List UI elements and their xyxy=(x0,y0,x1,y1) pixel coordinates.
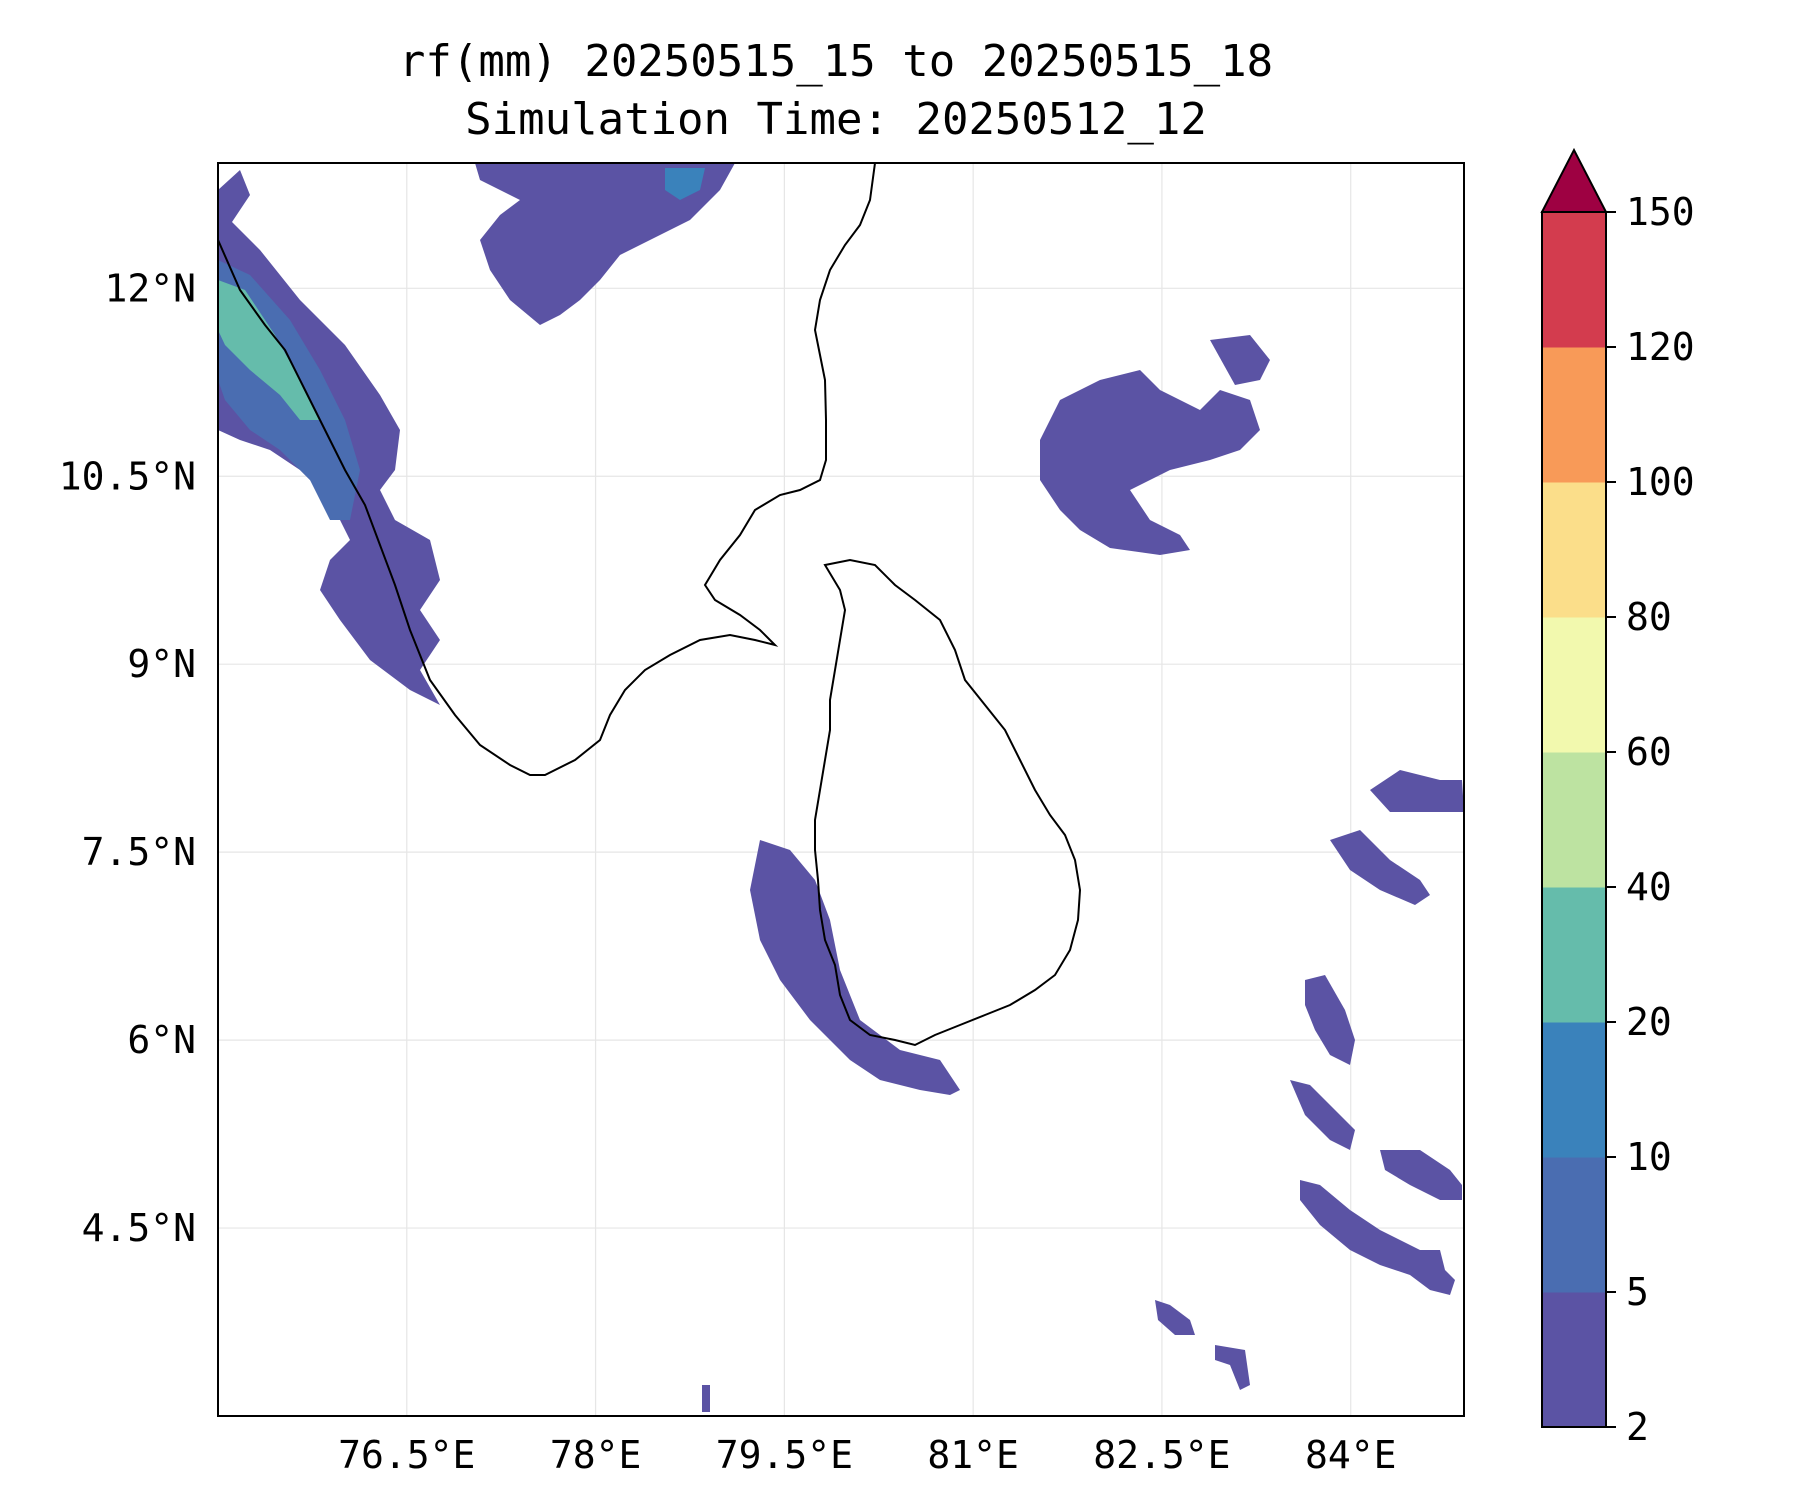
rain-area-northeast xyxy=(1040,370,1260,555)
rain-area-northeast-2 xyxy=(1210,335,1270,385)
map-panel: 76.5°E 78°E 79.5°E 81°E 82.5°E 84°E 12°N 10.5°… xyxy=(59,162,1465,1477)
lat-tick-label: 6°N xyxy=(127,1018,196,1062)
rain-area-south-3 xyxy=(702,1385,710,1412)
colorbar-segment xyxy=(1542,1292,1606,1428)
lat-tick-label: 9°N xyxy=(127,642,196,686)
colorbar-tick-label: 40 xyxy=(1626,865,1672,909)
coastline xyxy=(217,162,1082,1047)
colorbar-segment xyxy=(1542,752,1606,888)
rain-area-south-2 xyxy=(1215,1345,1250,1390)
longitude-ticks: 76.5°E 78°E 79.5°E 81°E 82.5°E 84°E xyxy=(338,1433,1396,1477)
colorbar-segment xyxy=(1542,617,1606,753)
lon-tick-label: 84°E xyxy=(1305,1433,1397,1477)
colorbar-segment xyxy=(1542,482,1606,618)
rainfall-contours xyxy=(218,163,1464,1412)
lat-tick-label: 4.5°N xyxy=(82,1206,196,1250)
colorbar-segment xyxy=(1542,347,1606,483)
colorbar-tick-label: 10 xyxy=(1626,1135,1672,1179)
rain-area-east-5 xyxy=(1380,1150,1462,1200)
lat-tick-label: 12°N xyxy=(104,266,196,310)
title-line-1: rf(mm) 20250515_15 to 20250515_18 xyxy=(399,36,1273,87)
colorbar-segment xyxy=(1542,1157,1606,1293)
lon-tick-label: 78°E xyxy=(550,1433,642,1477)
rain-area-southeast xyxy=(1300,1180,1455,1295)
colorbar-tick-label: 5 xyxy=(1626,1270,1649,1314)
lon-tick-label: 81°E xyxy=(927,1433,1019,1477)
rain-area-east-4 xyxy=(1290,1080,1355,1150)
colorbar-tick-label: 60 xyxy=(1626,730,1672,774)
rain-area-west-srilanka xyxy=(750,840,960,1095)
map-frame xyxy=(217,162,1465,1417)
colorbar-tick-label: 80 xyxy=(1626,595,1672,639)
colorbar: 2 5 10 20 40 60 80 100 120 150 xyxy=(1540,147,1695,1449)
colorbar-tick-label: 150 xyxy=(1626,190,1695,234)
rain-area-south-1 xyxy=(1155,1300,1195,1335)
rain-area-east-1 xyxy=(1370,770,1464,812)
rain-area-east-3 xyxy=(1305,975,1355,1065)
lat-tick-label: 10.5°N xyxy=(59,454,196,498)
colorbar-segment xyxy=(1542,212,1606,348)
rain-area-east-2 xyxy=(1330,830,1430,905)
colorbar-tick-label: 120 xyxy=(1626,325,1695,369)
rain-area-north-10 xyxy=(665,168,705,200)
rain-area-kerala-20 xyxy=(218,280,320,420)
colorbar-segment xyxy=(1542,887,1606,1023)
colorbar-tick-label: 20 xyxy=(1626,1000,1672,1044)
colorbar-extend-arrow xyxy=(1540,147,1608,213)
coastline-srilanka xyxy=(814,558,1082,1047)
rain-area-north xyxy=(475,163,735,325)
latitude-ticks: 12°N 10.5°N 9°N 7.5°N 6°N 4.5°N xyxy=(59,266,196,1250)
colorbar-tick-label: 2 xyxy=(1626,1405,1649,1449)
coastline-india xyxy=(217,162,876,776)
lat-tick-label: 7.5°N xyxy=(82,830,196,874)
lon-tick-label: 76.5°E xyxy=(338,1433,475,1477)
colorbar-tick-label: 100 xyxy=(1626,460,1695,504)
colorbar-segment xyxy=(1542,1022,1606,1158)
title-line-2: Simulation Time: 20250512_12 xyxy=(465,94,1207,145)
colorbar-frame xyxy=(1541,211,1607,1428)
lon-tick-label: 79.5°E xyxy=(716,1433,853,1477)
lon-tick-label: 82.5°E xyxy=(1093,1433,1230,1477)
